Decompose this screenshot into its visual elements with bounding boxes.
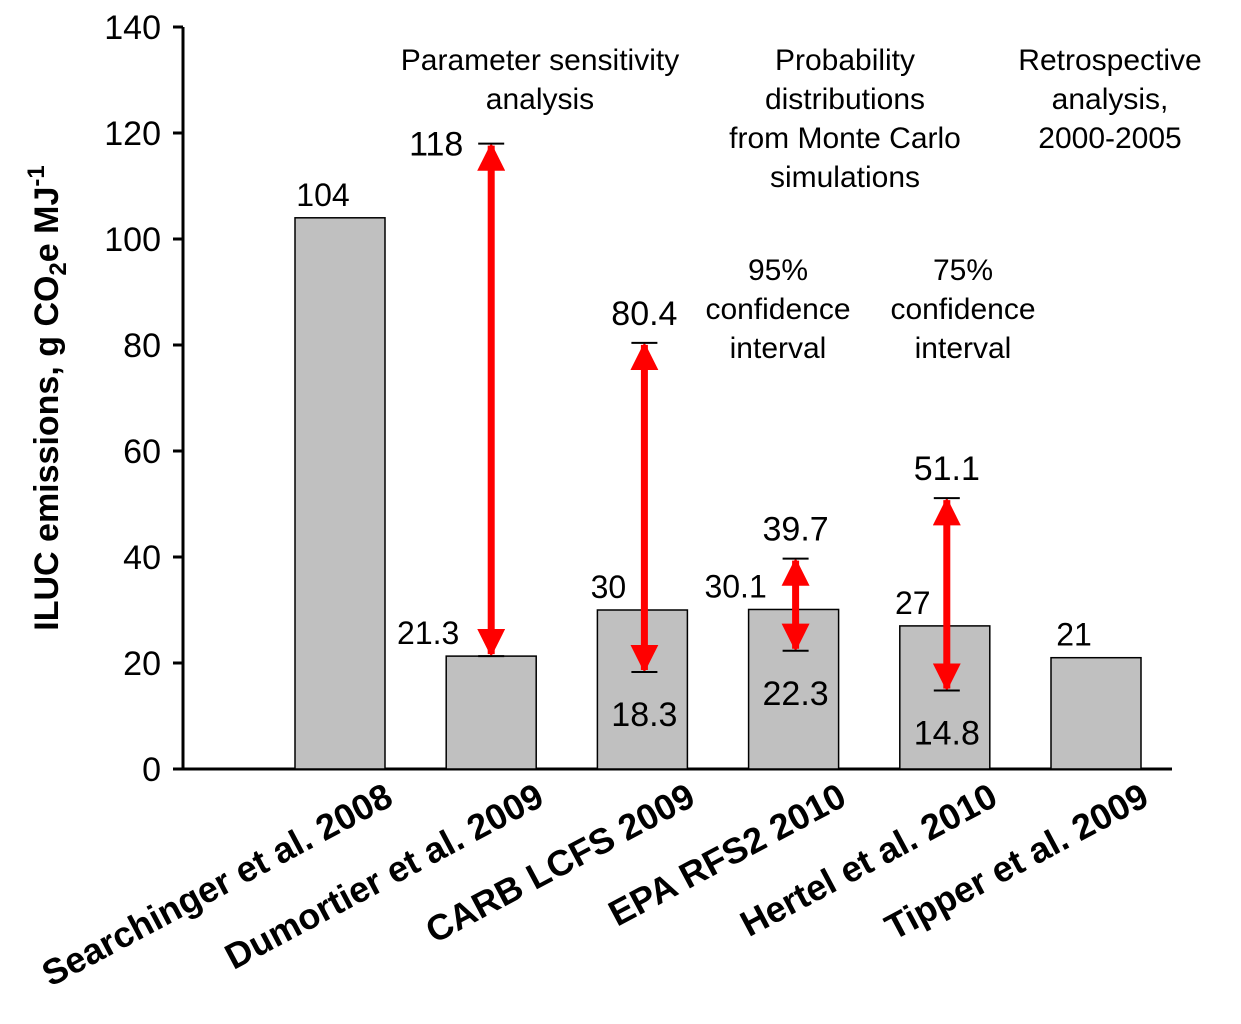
y-axis-label-part: 2 <box>45 262 72 275</box>
range-low-label: 22.3 <box>763 675 829 713</box>
annotation: confidence <box>705 293 850 326</box>
x-tick-label: CARB LCFS 2009 <box>419 775 701 951</box>
y-tick-label: 20 <box>123 645 161 683</box>
annotation: analysis, <box>1052 83 1169 116</box>
annotation: 2000-2005 <box>1038 122 1181 155</box>
annotation: 95% <box>748 254 808 287</box>
annotation: analysis <box>486 83 594 116</box>
annotation: interval <box>730 332 827 365</box>
y-tick-label: 80 <box>123 327 161 365</box>
y-tick-label: 60 <box>123 433 161 471</box>
annotation: interval <box>915 332 1012 365</box>
value-label: 30 <box>591 569 627 605</box>
x-tick-label: Hertel et al. 2010 <box>733 775 1003 945</box>
y-axis-label-part: ILUC emissions, g CO <box>28 276 66 631</box>
value-label: 27 <box>895 585 931 621</box>
bar <box>445 655 537 770</box>
y-tick-label: 140 <box>104 9 161 47</box>
y-axis-label-part: -1 <box>23 165 50 186</box>
annotation: Retrospective <box>1018 44 1201 77</box>
y-tick-label: 120 <box>104 115 161 153</box>
value-label: 21 <box>1056 617 1092 653</box>
range-high-label: 118 <box>409 126 463 164</box>
annotation: distributions <box>765 83 925 116</box>
bar <box>1050 656 1142 770</box>
range-high-label: 80.4 <box>611 295 677 333</box>
annotation: 75% <box>933 254 993 287</box>
y-axis-label: ILUC emissions, g CO2e MJ-1 <box>23 165 72 630</box>
y-tick-label: 100 <box>104 221 161 259</box>
range-high-label: 51.1 <box>914 450 980 488</box>
bar <box>294 217 386 770</box>
annotation: Parameter sensitivity <box>401 44 679 77</box>
annotation: simulations <box>770 161 920 194</box>
bar <box>596 609 689 770</box>
value-label: 30.1 <box>704 568 766 604</box>
y-tick-label: 0 <box>142 751 161 789</box>
annotation: from Monte Carlo <box>729 122 961 155</box>
range-low-label: 14.8 <box>914 715 980 753</box>
value-label: 21.3 <box>397 615 459 651</box>
range-high-label: 39.7 <box>763 511 829 549</box>
annotation: confidence <box>890 293 1035 326</box>
value-label: 104 <box>296 177 349 213</box>
y-axis-label-part: e MJ <box>28 187 66 263</box>
annotation: Probability <box>775 44 915 77</box>
y-tick-label: 40 <box>123 539 161 577</box>
range-low-label: 18.3 <box>611 696 677 734</box>
x-tick-label: Tipper et al. 2009 <box>878 775 1155 948</box>
